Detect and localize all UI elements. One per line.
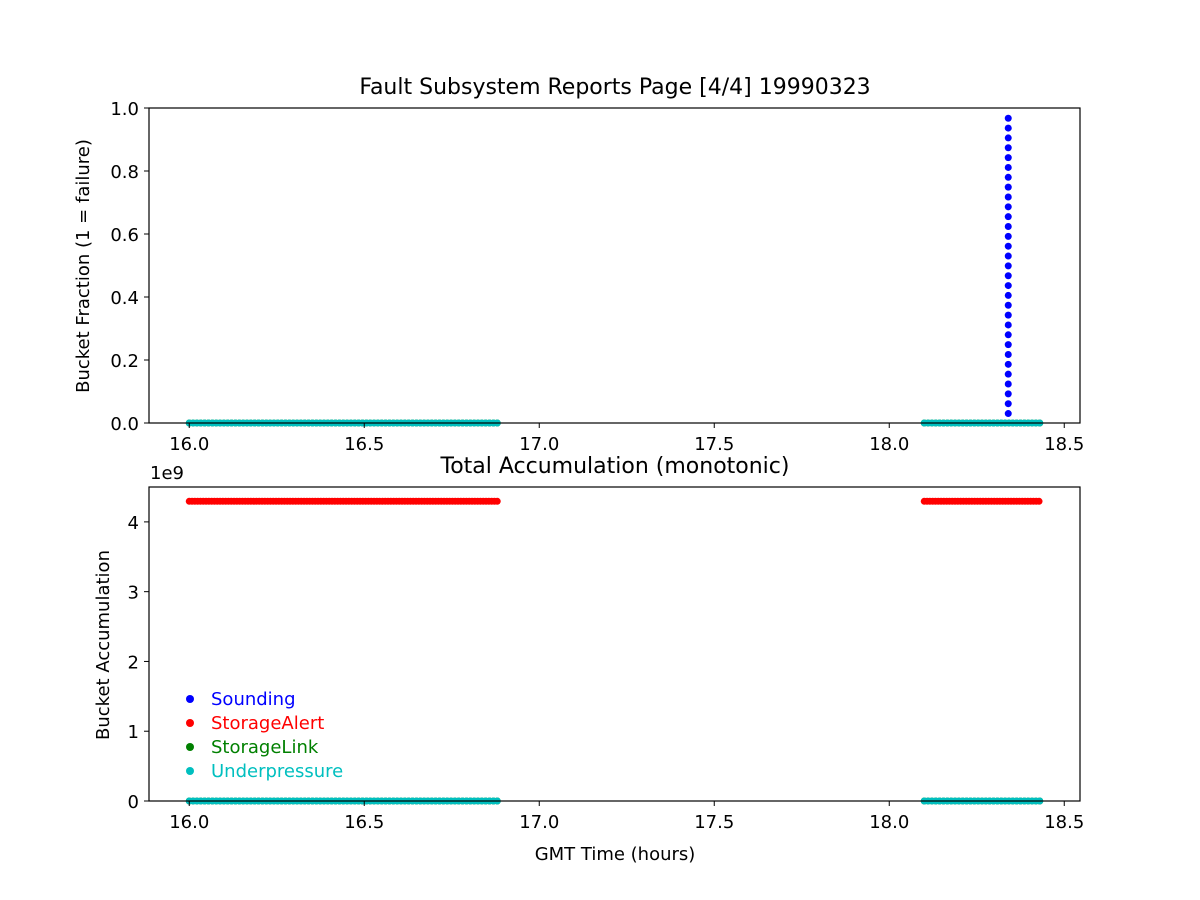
x-tick-label: 17.5 <box>694 434 734 455</box>
top-subplot: Fault Subsystem Reports Page [4/4] 19990… <box>73 75 1084 455</box>
sounding-point <box>1004 272 1012 280</box>
storagealert-point <box>1035 497 1043 505</box>
legend-label-sounding: Sounding <box>211 689 296 710</box>
sounding-point <box>1004 252 1012 260</box>
legend-marker-storagelink <box>186 743 194 751</box>
sounding-point <box>1004 350 1012 358</box>
sounding-point <box>1004 213 1012 221</box>
sounding-point <box>1004 400 1012 408</box>
legend-marker-sounding <box>186 695 194 703</box>
x-tick-label: 18.5 <box>1044 434 1084 455</box>
y-tick-label: 0.0 <box>110 414 139 435</box>
sounding-point <box>1004 232 1012 240</box>
sounding-point <box>1004 380 1012 388</box>
sounding-point <box>1004 282 1012 290</box>
legend-label-storagealert: StorageAlert <box>211 713 324 734</box>
sounding-point <box>1004 370 1012 378</box>
sounding-point <box>1004 193 1012 201</box>
x-tick-label: 18.0 <box>869 434 909 455</box>
sounding-point <box>1004 183 1012 191</box>
y-tick-label: 4 <box>128 513 139 534</box>
bottom-x-axis-label: GMT Time (hours) <box>535 844 696 865</box>
sounding-point <box>1004 390 1012 398</box>
legend: Sounding StorageAlert StorageLink Underpres… <box>186 689 343 782</box>
sounding-point <box>1004 163 1012 171</box>
x-tick-label: 16.5 <box>344 434 384 455</box>
x-tick-label: 16.0 <box>169 812 209 833</box>
legend-label-underpressure: Underpressure <box>211 761 343 782</box>
y-tick-label: 0 <box>128 792 139 813</box>
sounding-point <box>1004 262 1012 270</box>
top-plot-frame <box>148 107 1081 424</box>
x-tick-label: 18.5 <box>1044 812 1084 833</box>
sounding-point <box>1004 203 1012 211</box>
y-tick-label: 0.6 <box>110 225 139 246</box>
top-chart-title: Fault Subsystem Reports Page [4/4] 19990… <box>359 75 870 100</box>
x-tick-label: 17.0 <box>519 812 559 833</box>
sounding-point <box>1004 341 1012 349</box>
sounding-point <box>1004 114 1012 122</box>
x-tick-label: 17.0 <box>519 434 559 455</box>
top-y-axis-label: Bucket Fraction (1 = failure) <box>73 139 94 393</box>
y-tick-label: 0.8 <box>110 162 139 183</box>
bottom-y-axis-label: Bucket Accumulation <box>93 550 114 740</box>
sounding-point <box>1004 360 1012 368</box>
y-tick-label: 3 <box>128 583 139 604</box>
sounding-point <box>1004 134 1012 142</box>
x-tick-label: 17.5 <box>694 812 734 833</box>
x-tick-label: 18.0 <box>869 812 909 833</box>
bottom-plot-frame <box>148 486 1081 802</box>
y-tick-label: 1.0 <box>110 99 139 120</box>
top-axis-ticks: 16.0 16.5 17.0 17.5 18.0 18.5 0.0 0.2 0.4 0.6 0.8 1… <box>110 99 1084 455</box>
x-tick-label: 16.0 <box>169 434 209 455</box>
legend-marker-underpressure <box>186 767 194 775</box>
y-tick-label: 0.2 <box>110 351 139 372</box>
sounding-point <box>1004 301 1012 309</box>
y-tick-label: 0.4 <box>110 288 139 309</box>
sounding-point <box>1004 124 1012 132</box>
sounding-point <box>1004 321 1012 329</box>
top-plot-marks <box>185 114 1044 427</box>
sounding-point <box>1004 291 1012 299</box>
bottom-axis-ticks: 16.0 16.5 17.0 17.5 18.0 18.5 0 1 2 3 4 <box>128 513 1085 833</box>
sounding-point <box>1004 154 1012 162</box>
legend-marker-storagealert <box>186 719 194 727</box>
x-tick-label: 16.5 <box>344 812 384 833</box>
sounding-point <box>1004 410 1012 418</box>
storagealert-point <box>493 497 501 505</box>
sounding-point <box>1004 223 1012 231</box>
bottom-plot-marks <box>185 497 1044 805</box>
sounding-point <box>1004 173 1012 181</box>
y-tick-label: 2 <box>128 652 139 673</box>
bottom-chart-title: Total Accumulation (monotonic) <box>440 454 790 479</box>
sounding-point <box>1004 144 1012 152</box>
y-tick-label: 1 <box>128 722 139 743</box>
bottom-subplot: Total Accumulation (monotonic) 1e9 Bucke… <box>93 454 1084 865</box>
legend-label-storagelink: StorageLink <box>211 737 319 758</box>
sounding-point <box>1004 242 1012 250</box>
sounding-point <box>1004 331 1012 339</box>
bottom-offset-label: 1e9 <box>150 463 184 484</box>
sounding-point <box>1004 311 1012 319</box>
